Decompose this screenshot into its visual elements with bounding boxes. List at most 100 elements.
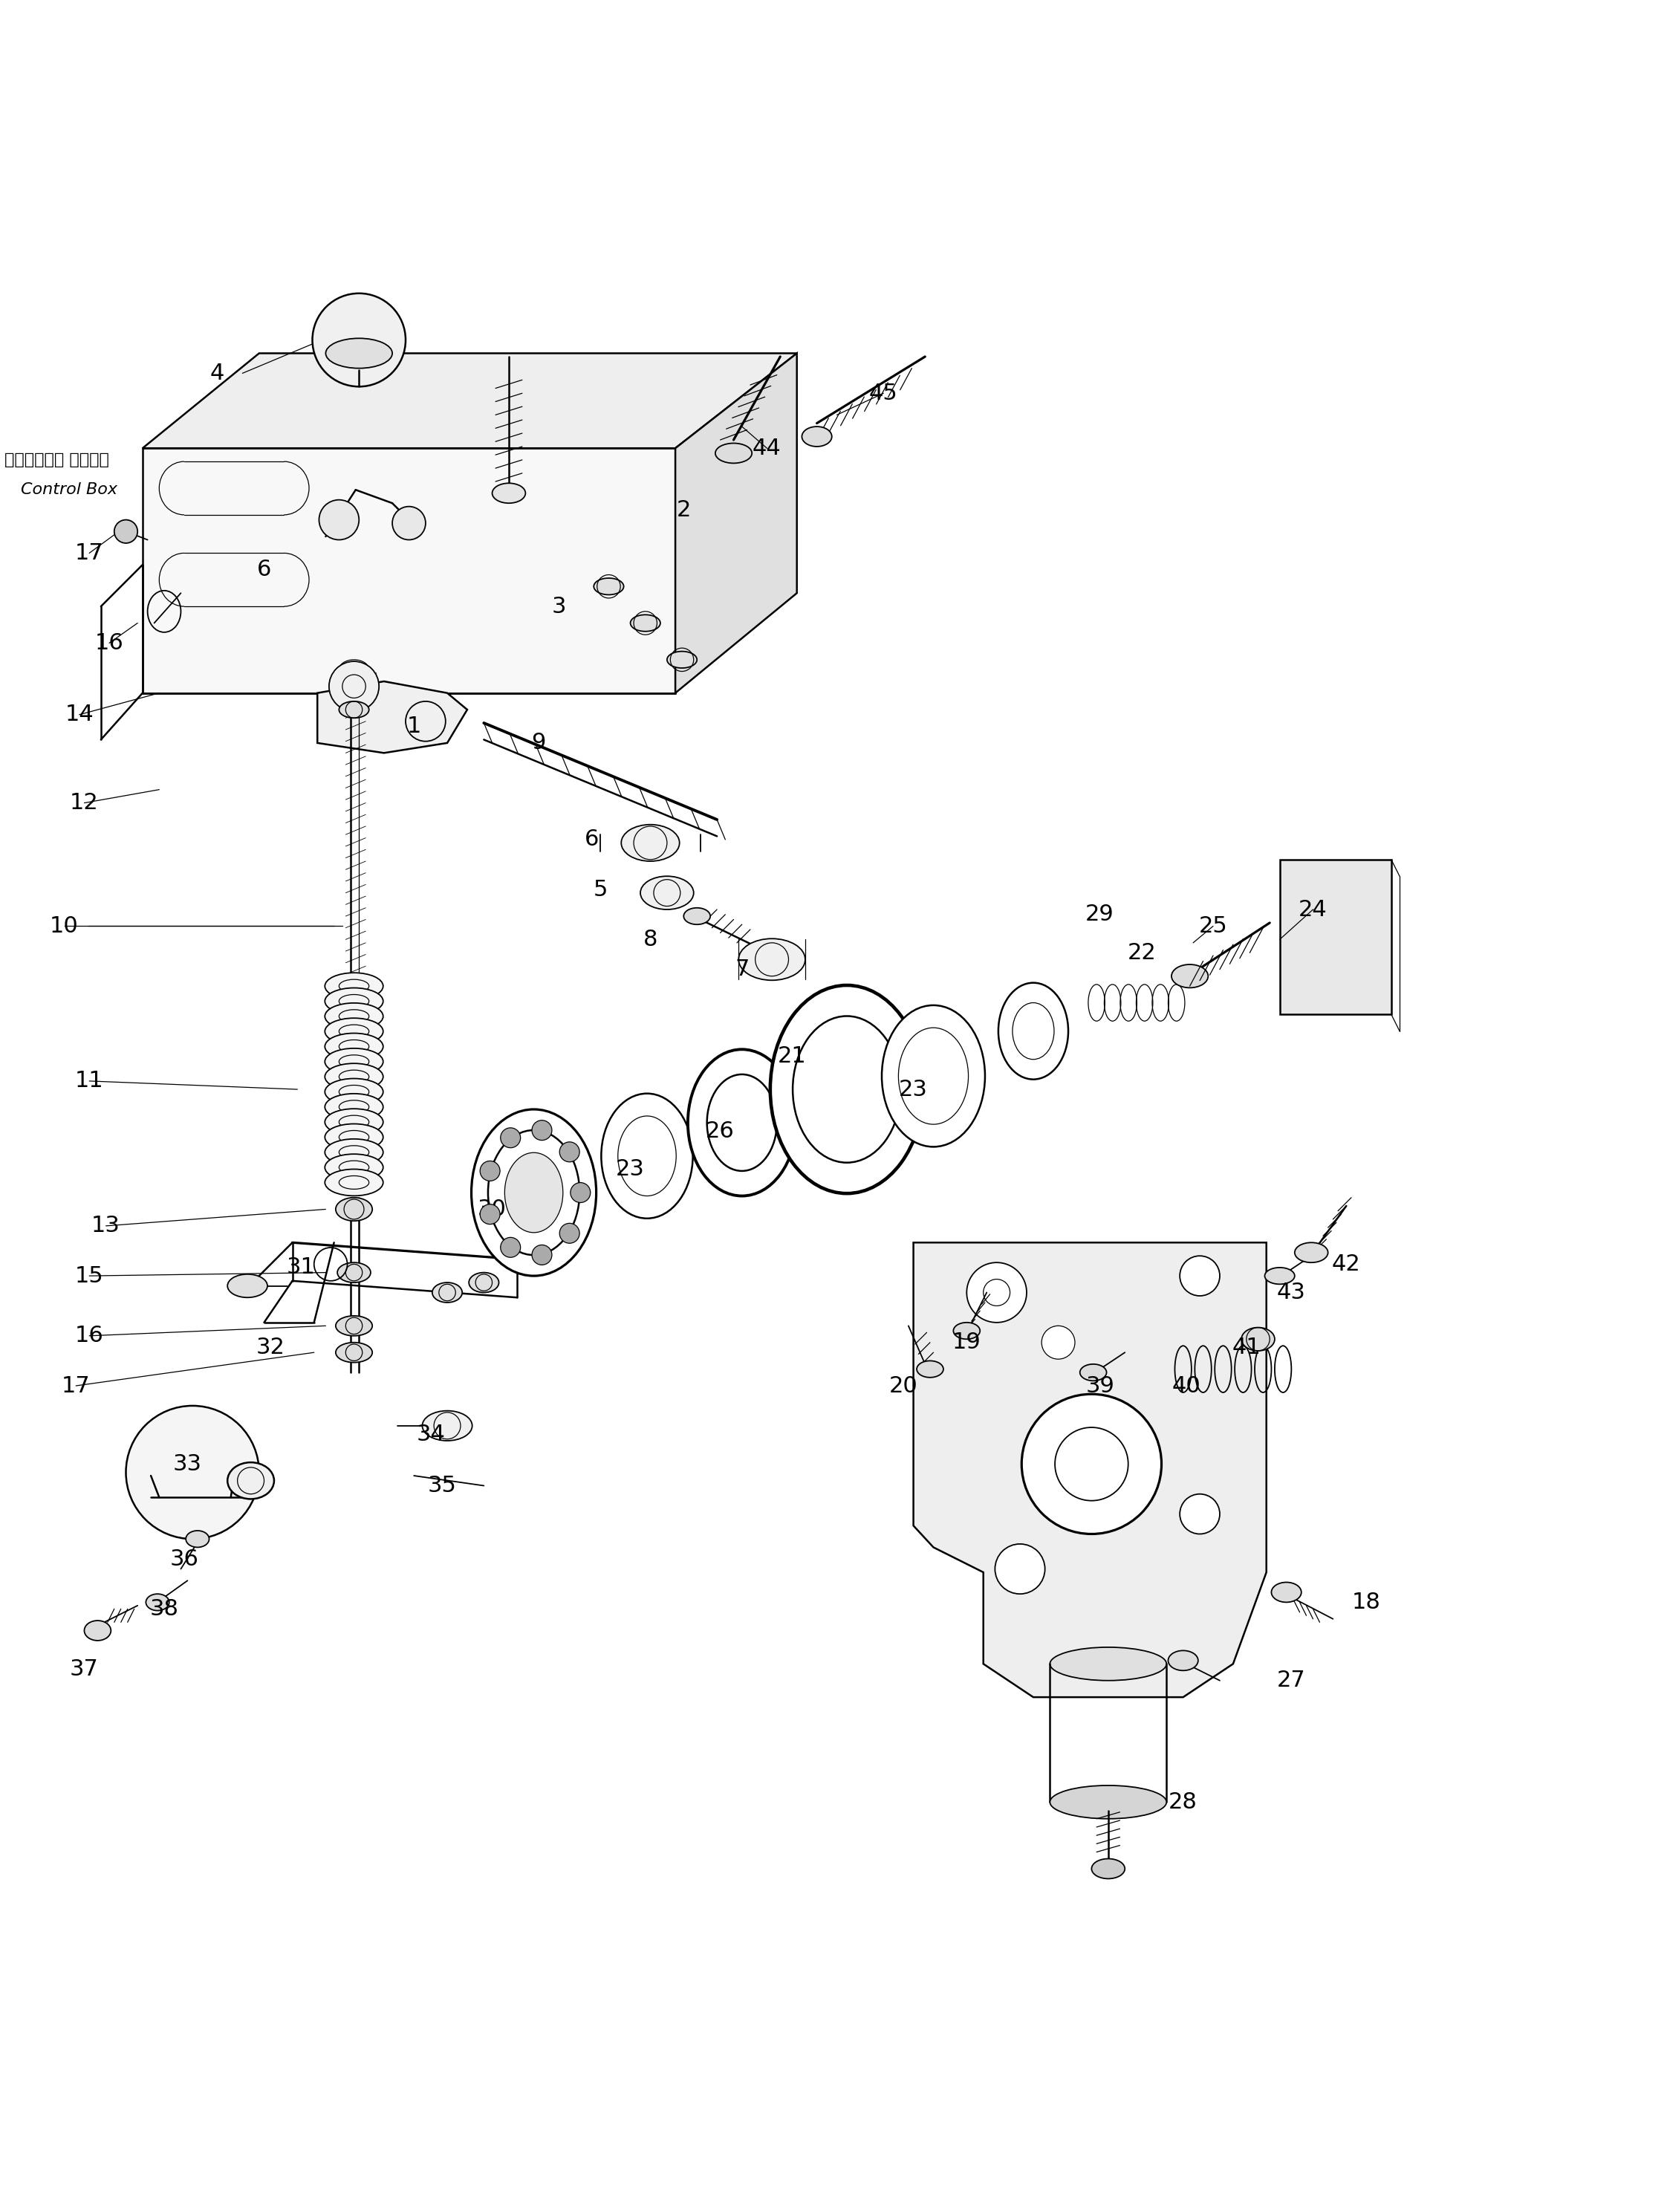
Ellipse shape: [338, 701, 368, 719]
Ellipse shape: [492, 482, 525, 502]
Text: 23: 23: [899, 1079, 929, 1099]
Ellipse shape: [683, 907, 710, 925]
Ellipse shape: [954, 1323, 980, 1338]
Ellipse shape: [185, 1531, 208, 1548]
Text: 10: 10: [50, 916, 78, 938]
Text: 8: 8: [643, 929, 657, 951]
Ellipse shape: [432, 1283, 462, 1303]
Text: 17: 17: [62, 1376, 90, 1396]
Ellipse shape: [325, 1108, 383, 1135]
Ellipse shape: [325, 1079, 383, 1106]
Ellipse shape: [1265, 1267, 1295, 1285]
Ellipse shape: [1172, 964, 1209, 989]
Circle shape: [392, 507, 425, 540]
Circle shape: [312, 294, 405, 387]
Ellipse shape: [1169, 1650, 1199, 1670]
Circle shape: [967, 1263, 1027, 1323]
Circle shape: [532, 1119, 552, 1139]
Text: 42: 42: [1332, 1254, 1360, 1274]
Ellipse shape: [325, 1064, 383, 1091]
Ellipse shape: [422, 1411, 472, 1440]
Ellipse shape: [505, 1152, 563, 1232]
Text: 20: 20: [889, 1376, 919, 1396]
Text: 17: 17: [75, 542, 103, 564]
Text: Control Box: Control Box: [22, 482, 118, 498]
Text: 45: 45: [869, 383, 899, 405]
Text: 5: 5: [593, 878, 607, 900]
Text: 6: 6: [585, 830, 598, 849]
Ellipse shape: [325, 1170, 383, 1197]
Polygon shape: [143, 449, 675, 692]
Text: 13: 13: [92, 1214, 120, 1237]
Polygon shape: [143, 354, 797, 449]
Text: 23: 23: [615, 1159, 645, 1179]
Text: 12: 12: [70, 792, 98, 814]
Circle shape: [1022, 1394, 1162, 1533]
Text: 39: 39: [1085, 1376, 1114, 1396]
Text: 3: 3: [552, 595, 567, 617]
Ellipse shape: [1242, 1327, 1275, 1352]
Circle shape: [500, 1128, 520, 1148]
Ellipse shape: [335, 1316, 372, 1336]
Text: 9: 9: [532, 732, 547, 754]
Text: 36: 36: [170, 1548, 198, 1571]
Ellipse shape: [1092, 1858, 1125, 1878]
Text: 35: 35: [428, 1475, 457, 1498]
Text: 24: 24: [1299, 898, 1327, 920]
Polygon shape: [317, 681, 467, 752]
Ellipse shape: [802, 427, 832, 447]
Text: 33: 33: [173, 1453, 202, 1475]
Circle shape: [500, 1237, 520, 1256]
Ellipse shape: [325, 1002, 383, 1029]
Text: 7: 7: [735, 958, 748, 980]
Text: 37: 37: [70, 1659, 98, 1679]
Text: 26: 26: [705, 1119, 735, 1141]
Text: 14: 14: [65, 703, 93, 726]
Ellipse shape: [882, 1004, 985, 1146]
Text: 40: 40: [1172, 1376, 1200, 1396]
Ellipse shape: [1272, 1582, 1302, 1601]
Polygon shape: [1280, 860, 1392, 1015]
Ellipse shape: [917, 1360, 944, 1378]
Circle shape: [1180, 1493, 1220, 1533]
Ellipse shape: [593, 577, 623, 595]
Circle shape: [480, 1161, 500, 1181]
Text: 21: 21: [777, 1046, 807, 1066]
Circle shape: [328, 661, 378, 712]
Ellipse shape: [325, 338, 392, 367]
Circle shape: [995, 1544, 1045, 1595]
Ellipse shape: [147, 1595, 168, 1610]
Text: 44: 44: [752, 438, 782, 458]
Polygon shape: [675, 354, 797, 692]
Circle shape: [127, 1407, 258, 1540]
Text: 15: 15: [75, 1265, 103, 1287]
Ellipse shape: [640, 876, 693, 909]
Ellipse shape: [999, 982, 1069, 1079]
Text: 16: 16: [75, 1325, 103, 1347]
Ellipse shape: [325, 1093, 383, 1119]
Circle shape: [115, 520, 138, 544]
Circle shape: [480, 1203, 500, 1223]
Ellipse shape: [1295, 1243, 1329, 1263]
Ellipse shape: [602, 1093, 693, 1219]
Text: 6: 6: [257, 560, 272, 580]
Text: 43: 43: [1277, 1281, 1305, 1303]
Ellipse shape: [715, 442, 752, 462]
Circle shape: [1042, 1325, 1075, 1358]
Ellipse shape: [770, 984, 924, 1194]
Ellipse shape: [227, 1462, 273, 1500]
Text: 4: 4: [210, 363, 225, 385]
Text: 34: 34: [417, 1422, 445, 1444]
Circle shape: [570, 1183, 590, 1203]
Text: 30: 30: [478, 1199, 507, 1221]
Ellipse shape: [325, 1018, 383, 1044]
Ellipse shape: [335, 1197, 372, 1221]
Text: 2: 2: [677, 500, 690, 520]
Circle shape: [560, 1141, 580, 1161]
Circle shape: [1180, 1256, 1220, 1296]
Polygon shape: [914, 1243, 1267, 1697]
Ellipse shape: [227, 1274, 267, 1298]
Text: 18: 18: [1352, 1590, 1380, 1613]
Text: 1: 1: [407, 714, 422, 737]
Text: 31: 31: [287, 1256, 315, 1279]
